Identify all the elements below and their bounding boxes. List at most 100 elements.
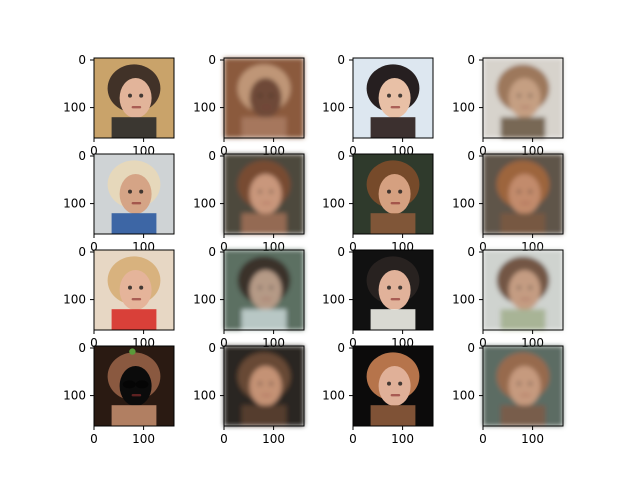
axes-frame xyxy=(223,153,305,235)
axes-frame xyxy=(352,345,434,427)
blurry-face-image xyxy=(224,250,304,330)
axes-frame xyxy=(93,57,175,139)
eye-right xyxy=(398,381,403,386)
y-tick-label-100: 100 xyxy=(63,389,86,403)
y-tick-label-100: 100 xyxy=(63,197,86,211)
x-tick-label-0: 0 xyxy=(220,240,228,254)
x-tick-label-0: 0 xyxy=(479,432,487,446)
y-tick-label-100: 100 xyxy=(193,197,216,211)
eye-right xyxy=(398,93,403,98)
eye-right xyxy=(139,189,144,194)
y-tick-label-100: 100 xyxy=(63,101,86,115)
eye-left xyxy=(517,381,521,386)
eye-left xyxy=(258,93,262,98)
x-tick-label-0: 0 xyxy=(90,144,98,158)
face-shape xyxy=(508,174,541,214)
blurry-face-image xyxy=(483,250,563,330)
blurry-face-image xyxy=(483,154,563,234)
x-tick-label-0: 0 xyxy=(90,432,98,446)
y-tick-label-100: 100 xyxy=(452,389,475,403)
y-tick-label-100: 100 xyxy=(452,293,475,307)
small-green-dot xyxy=(129,348,136,355)
face-shape xyxy=(378,174,411,214)
eye-left xyxy=(387,93,391,98)
y-tick-label-100: 100 xyxy=(322,101,345,115)
eye-right xyxy=(269,93,274,98)
y-tick-label-100: 100 xyxy=(452,197,475,211)
shoulders-shape xyxy=(111,117,157,138)
y-tick-label-100: 100 xyxy=(322,389,345,403)
mouth xyxy=(520,106,531,109)
x-tick-label-0: 0 xyxy=(349,144,357,158)
x-tick-label-0: 0 xyxy=(479,336,487,350)
eye-left xyxy=(517,285,521,290)
axes-frame xyxy=(223,57,305,139)
face-image xyxy=(94,250,174,330)
face-shape xyxy=(508,270,541,310)
face-image xyxy=(353,58,433,138)
face-shape xyxy=(119,78,152,118)
shoulders-shape xyxy=(241,117,287,138)
axes-frame xyxy=(93,249,175,331)
shoulders-shape xyxy=(370,117,416,138)
sunglasses-bridge xyxy=(134,383,138,386)
x-tick-label-100: 100 xyxy=(391,432,414,446)
eye-left xyxy=(258,189,262,194)
eye-left xyxy=(387,285,391,290)
shoulders-shape xyxy=(111,309,157,330)
y-tick-label-0: 0 xyxy=(208,149,216,163)
y-tick-label-0: 0 xyxy=(467,245,475,259)
mouth xyxy=(390,394,401,397)
panels-layer: 0 100 0 100 0 100 0 100 0 100 0 100 0 100 0 100 0 100 0 100… xyxy=(63,53,564,446)
mouth xyxy=(520,202,531,205)
face-shape xyxy=(249,174,282,214)
face-shape xyxy=(119,270,152,310)
y-tick-label-0: 0 xyxy=(467,341,475,355)
eye-right xyxy=(139,285,144,290)
face-shape xyxy=(378,366,411,406)
eye-left xyxy=(128,189,132,194)
axes-frame xyxy=(93,345,175,427)
mouth xyxy=(390,298,401,301)
shoulders-shape xyxy=(370,309,416,330)
mouth xyxy=(261,106,272,109)
shoulders-shape xyxy=(500,117,546,138)
axes-frame xyxy=(223,345,305,427)
y-tick-label-100: 100 xyxy=(193,293,216,307)
y-tick-label-100: 100 xyxy=(193,389,216,403)
face-shape xyxy=(249,270,282,310)
mouth xyxy=(390,202,401,205)
eye-left xyxy=(128,93,132,98)
sunglasses-right xyxy=(135,380,149,389)
y-tick-label-0: 0 xyxy=(78,149,86,163)
eye-right xyxy=(269,189,274,194)
mouth xyxy=(520,298,531,301)
blurry-face-image xyxy=(483,346,563,426)
y-tick-label-100: 100 xyxy=(452,101,475,115)
x-tick-label-100: 100 xyxy=(132,432,155,446)
eye-right xyxy=(528,381,533,386)
axes-frame xyxy=(482,249,564,331)
shoulders-shape xyxy=(500,405,546,426)
y-tick-label-100: 100 xyxy=(63,293,86,307)
face-image xyxy=(353,154,433,234)
mouth xyxy=(390,106,401,109)
eye-right xyxy=(528,189,533,194)
eye-right xyxy=(398,189,403,194)
blurry-face-image xyxy=(224,346,304,426)
panel-4-1: 0 100 0 100 xyxy=(63,341,175,446)
face-image xyxy=(353,346,433,426)
panel-4-3: 0 100 0 100 xyxy=(322,341,434,446)
face-image xyxy=(94,154,174,234)
y-tick-label-100: 100 xyxy=(322,293,345,307)
mouth xyxy=(261,298,272,301)
axes-frame xyxy=(223,249,305,331)
face-shape xyxy=(508,366,541,406)
x-tick-label-0: 0 xyxy=(90,336,98,350)
face-shape xyxy=(249,78,282,118)
axes-frame xyxy=(352,249,434,331)
